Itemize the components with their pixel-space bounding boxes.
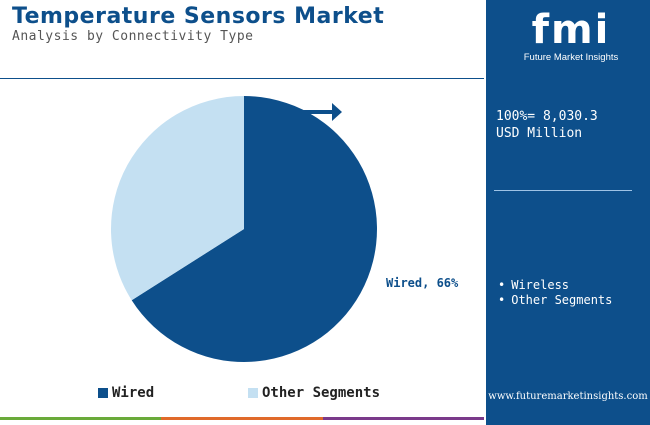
footer-color-bar	[0, 417, 484, 420]
footer-bar-segment	[0, 417, 162, 420]
chart-title: Temperature Sensors Market	[12, 4, 385, 29]
fmi-logo: fmi Future Market Insights	[506, 8, 636, 64]
chart-subtitle: Analysis by Connectivity Type	[12, 29, 254, 44]
logo-text: Future Market Insights	[523, 52, 619, 63]
segment-list: Wireless Other Segments	[498, 278, 612, 308]
segment-list-item: Wireless	[498, 278, 612, 293]
footer-bar-segment	[322, 417, 484, 420]
logo-mark: fmi	[531, 7, 611, 53]
pie-chart-svg	[110, 96, 377, 362]
panel-divider	[494, 190, 632, 191]
website-url: www.futuremarketinsights.com	[488, 391, 648, 402]
legend-swatch	[98, 388, 108, 398]
segment-list-item: Other Segments	[498, 293, 612, 308]
footer-bar-segment	[161, 417, 323, 420]
arrow-right-icon	[302, 103, 342, 121]
chart-header: Temperature Sensors Market Analysis by C…	[12, 4, 384, 44]
legend-label: Wired	[112, 385, 155, 401]
market-total-unit: USD Million	[496, 126, 583, 141]
legend-swatch	[248, 388, 258, 398]
legend-label: Other Segments	[262, 385, 381, 401]
side-panel: fmi Future Market Insights 100%= 8,030.3…	[486, 0, 650, 425]
pie-slice-other-segments	[110, 96, 245, 301]
pie-chart	[0, 82, 484, 382]
market-total-value: 100%= 8,030.3	[496, 109, 598, 124]
legend-item-wired: Wired	[98, 385, 154, 401]
slice-data-label: Wired, 66%	[386, 276, 459, 290]
pie-slice-wired	[131, 96, 377, 362]
legend-item-other-segments: Other Segments	[248, 385, 380, 401]
header-divider	[0, 78, 484, 79]
market-total: 100%= 8,030.3 USD Million	[496, 108, 598, 142]
